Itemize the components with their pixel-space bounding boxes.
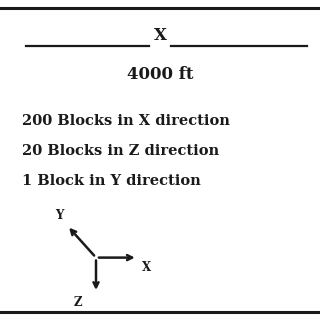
Text: 200 Blocks in X direction: 200 Blocks in X direction [22,114,230,128]
Text: Z: Z [74,296,82,309]
Text: X: X [154,27,166,44]
Text: 20 Blocks in Z direction: 20 Blocks in Z direction [22,144,220,158]
Text: 1 Block in Y direction: 1 Block in Y direction [22,174,201,188]
Text: Y: Y [56,209,64,222]
Text: X: X [142,261,152,274]
Text: 4000 ft: 4000 ft [127,66,193,83]
